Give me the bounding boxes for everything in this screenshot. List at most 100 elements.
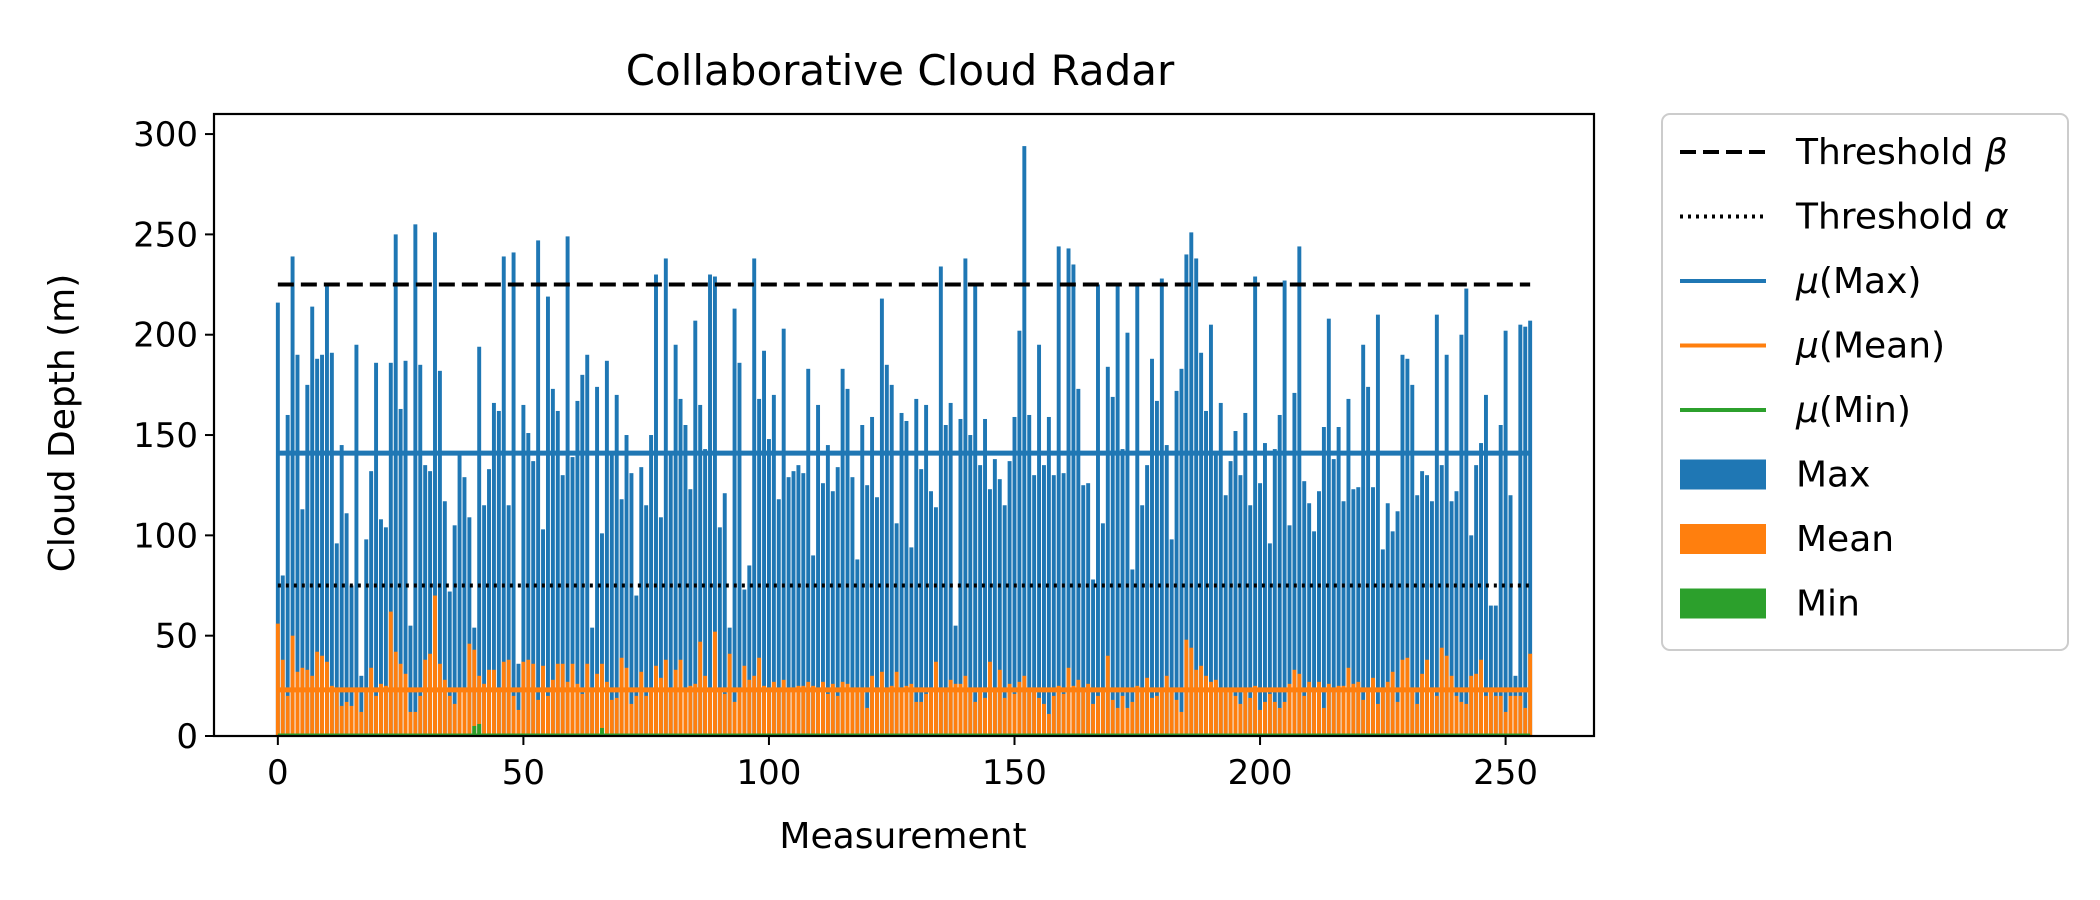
max-bar: [1469, 535, 1474, 736]
mean-bar: [776, 691, 781, 736]
mean-bar: [1351, 683, 1356, 736]
y-axis-label: Cloud Depth (m): [42, 274, 83, 573]
legend-label-text: Threshold: [1795, 132, 1985, 173]
max-bar: [899, 412, 904, 736]
max-bar: [835, 467, 840, 736]
mean-bar: [1321, 707, 1326, 736]
mean-bar: [604, 681, 609, 736]
legend-label: Threshold β: [1795, 132, 2008, 173]
mean-bar: [1518, 695, 1523, 736]
max-bar: [644, 505, 649, 736]
max-bar: [1405, 358, 1410, 736]
max-bar: [1459, 334, 1464, 736]
mean-bar: [1508, 695, 1513, 736]
mean-bar: [983, 697, 987, 736]
x-tick-label: 0: [267, 753, 289, 793]
mean-bar: [1037, 697, 1042, 736]
mean-bar: [1513, 695, 1518, 736]
max-bar: [550, 388, 555, 736]
max-bar: [1228, 461, 1233, 736]
max-bar: [305, 384, 310, 736]
mean-bar: [1420, 673, 1425, 736]
max-bar: [531, 461, 536, 736]
mean-bar: [933, 661, 938, 736]
mean-bar: [295, 671, 300, 736]
mean-bar: [1528, 653, 1533, 736]
max-bar: [275, 302, 280, 736]
max-bar: [629, 473, 634, 736]
legend-item: μ(Max): [1680, 261, 1921, 302]
max-bar: [565, 236, 570, 736]
mean-bar: [1174, 699, 1179, 736]
legend-patch-swatch: [1680, 588, 1766, 619]
mean-bar: [364, 691, 369, 736]
max-bar: [1037, 344, 1042, 736]
mean-bar: [1125, 707, 1130, 736]
max-bar: [1415, 495, 1420, 736]
mean-bar: [595, 673, 600, 736]
max-bar: [1292, 392, 1297, 736]
mean-bar: [889, 685, 894, 736]
max-bar: [1518, 324, 1523, 736]
mean-bar: [393, 651, 398, 736]
max-bar: [408, 625, 413, 736]
max-bar: [496, 410, 501, 736]
mean-bar: [619, 657, 624, 736]
mean-bar: [403, 673, 408, 736]
max-bar: [865, 485, 870, 736]
max-bar: [1071, 264, 1076, 736]
max-bar: [359, 675, 364, 736]
mean-bar: [398, 663, 403, 736]
max-bar: [919, 469, 924, 736]
legend-patch-swatch: [1680, 459, 1766, 490]
x-tick-label: 50: [502, 753, 545, 793]
legend-item: Min: [1680, 584, 1860, 625]
max-bar: [1046, 416, 1051, 736]
axes-frame: [212, 112, 1596, 738]
max-bar: [747, 565, 752, 736]
max-bar: [1135, 284, 1140, 736]
mean-bar: [909, 683, 914, 736]
legend-label-text: Threshold: [1795, 197, 1985, 238]
legend-label: μ(Mean): [1795, 326, 1945, 367]
mean-bar: [1307, 681, 1312, 736]
mean-bar: [747, 679, 752, 736]
max-bar: [948, 402, 953, 736]
mean-bar: [541, 665, 545, 736]
mean-bar: [590, 687, 595, 736]
mean-bar: [708, 689, 712, 736]
max-bar: [428, 471, 433, 736]
mean-bar: [1061, 693, 1066, 736]
mean-bar: [1302, 695, 1307, 736]
mean-bar: [1429, 691, 1434, 736]
max-bar: [1007, 461, 1012, 736]
mean-bar: [752, 675, 757, 736]
max-bar: [442, 501, 447, 736]
max-bar: [1120, 449, 1125, 736]
mean-bar: [1012, 693, 1017, 736]
max-bar: [290, 256, 295, 736]
mean-bar: [555, 663, 560, 736]
max-bar: [708, 274, 712, 736]
mean-bar: [816, 689, 821, 736]
max-bar: [1169, 539, 1174, 736]
max-bar: [963, 258, 968, 736]
mean-bar: [1115, 707, 1120, 736]
mean-bar: [786, 687, 791, 736]
max-bar: [560, 475, 565, 736]
max-bar: [339, 445, 344, 736]
mean-bar: [491, 669, 496, 736]
mean-bar: [501, 661, 506, 736]
mean-bar: [1194, 669, 1199, 736]
mean-bar: [1336, 685, 1341, 736]
mean-bar: [1042, 703, 1046, 736]
mean-bar: [992, 687, 997, 736]
max-bar: [796, 465, 801, 736]
mean-bar: [1223, 691, 1228, 736]
max-bar: [1042, 465, 1046, 736]
mean-bar: [1135, 685, 1140, 736]
max-bar: [1263, 443, 1267, 736]
max-bar: [1179, 368, 1184, 736]
mean-bar: [1375, 703, 1380, 736]
